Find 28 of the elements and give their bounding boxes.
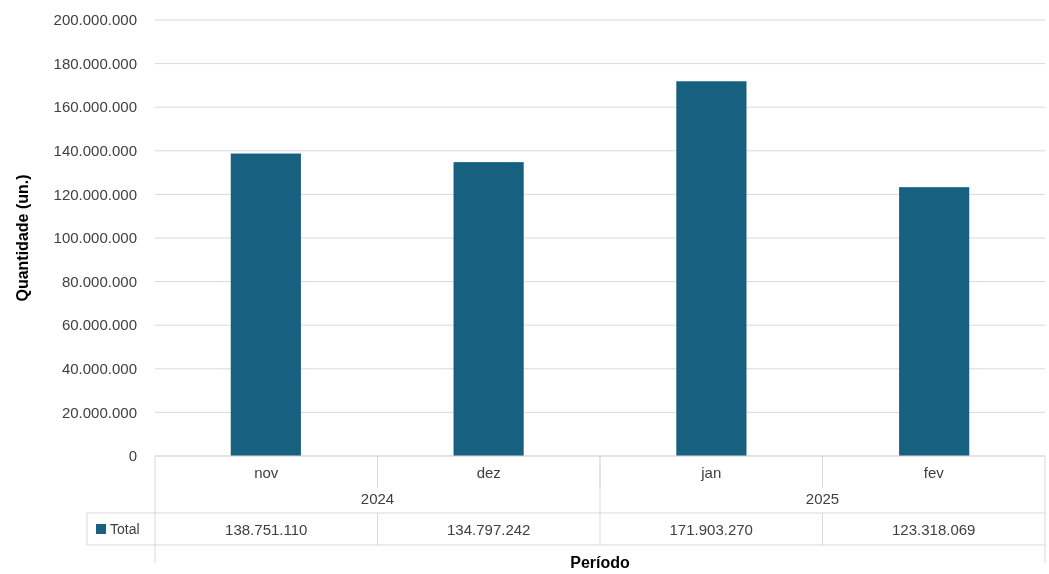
bar xyxy=(899,187,970,456)
y-tick-label: 100.000.000 xyxy=(53,229,137,247)
data-label: 171.903.270 xyxy=(669,521,753,538)
y-tick-label: 80.000.000 xyxy=(61,272,137,290)
y-tick-label: 60.000.000 xyxy=(61,316,137,334)
x-tick-label: dez xyxy=(476,464,501,481)
y-tick-label: 40.000.000 xyxy=(61,360,137,378)
y-tick-label: 120.000.000 xyxy=(53,185,137,203)
bar xyxy=(453,162,524,456)
x-tick-label: jan xyxy=(700,464,722,481)
text: 2025 xyxy=(805,490,840,507)
y-axis-title: Quantidade (un.) xyxy=(14,174,31,302)
bar xyxy=(676,81,747,456)
x-axis-title: Período xyxy=(570,554,631,571)
text: 2024 xyxy=(360,490,395,507)
y-tick-label: 160.000.000 xyxy=(53,98,137,116)
y-tick-label: 0 xyxy=(128,447,137,465)
data-label: 134.797.242 xyxy=(447,521,531,538)
y-tick-label: 180.000.000 xyxy=(53,54,137,72)
bar xyxy=(230,153,301,456)
x-tick-label: fev xyxy=(923,464,945,481)
y-tick-label: 200.000.000 xyxy=(53,11,137,29)
data-label: 138.751.110 xyxy=(225,521,308,538)
legend-label: Total xyxy=(110,521,140,537)
y-tick-label: 20.000.000 xyxy=(61,403,137,421)
data-label: 123.318.069 xyxy=(892,521,976,538)
x-tick-label: nov xyxy=(254,464,279,481)
y-tick-label: 140.000.000 xyxy=(53,142,137,160)
